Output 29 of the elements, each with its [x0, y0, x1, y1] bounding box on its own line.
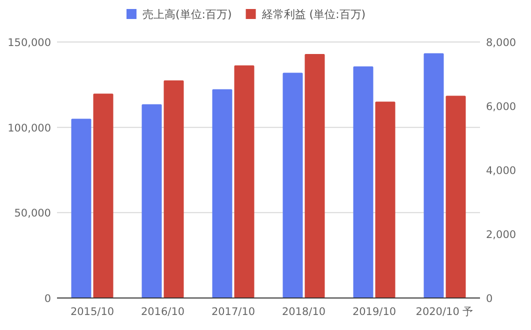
y2-tick-label: 2,000	[486, 229, 516, 241]
bar	[142, 104, 162, 298]
bar	[71, 118, 92, 298]
y-tick-label: 50,000	[14, 208, 51, 220]
x-tick-label: 2019/10	[352, 306, 396, 318]
bar	[446, 96, 466, 298]
x-tick-label: 2017/10	[211, 306, 256, 318]
legend-label: 経常利益 (単位:百万)	[260, 8, 366, 21]
bar	[424, 53, 444, 298]
x-tick-label: 2020/10 予	[416, 306, 474, 318]
x-tick-label: 2016/10	[140, 306, 185, 318]
y2-tick-label: 6,000	[486, 101, 516, 113]
bar	[282, 72, 303, 298]
y2-tick-label: 4,000	[486, 165, 516, 177]
bar	[375, 102, 396, 298]
bar	[304, 54, 325, 298]
legend-label: 売上高(単位:百万)	[142, 8, 232, 21]
bar	[212, 89, 232, 298]
x-tick-label: 2018/10	[282, 306, 326, 318]
bar	[93, 94, 114, 298]
y-tick-label: 150,000	[8, 37, 51, 49]
x-tick-label: 2015/10	[70, 306, 114, 318]
y2-tick-label: 0	[486, 293, 493, 305]
bar	[353, 66, 374, 298]
y-tick-label: 100,000	[8, 122, 51, 134]
bar	[234, 65, 254, 298]
y2-tick-label: 8,000	[486, 37, 516, 49]
bar	[164, 80, 184, 298]
y-tick-label: 0	[44, 293, 51, 305]
